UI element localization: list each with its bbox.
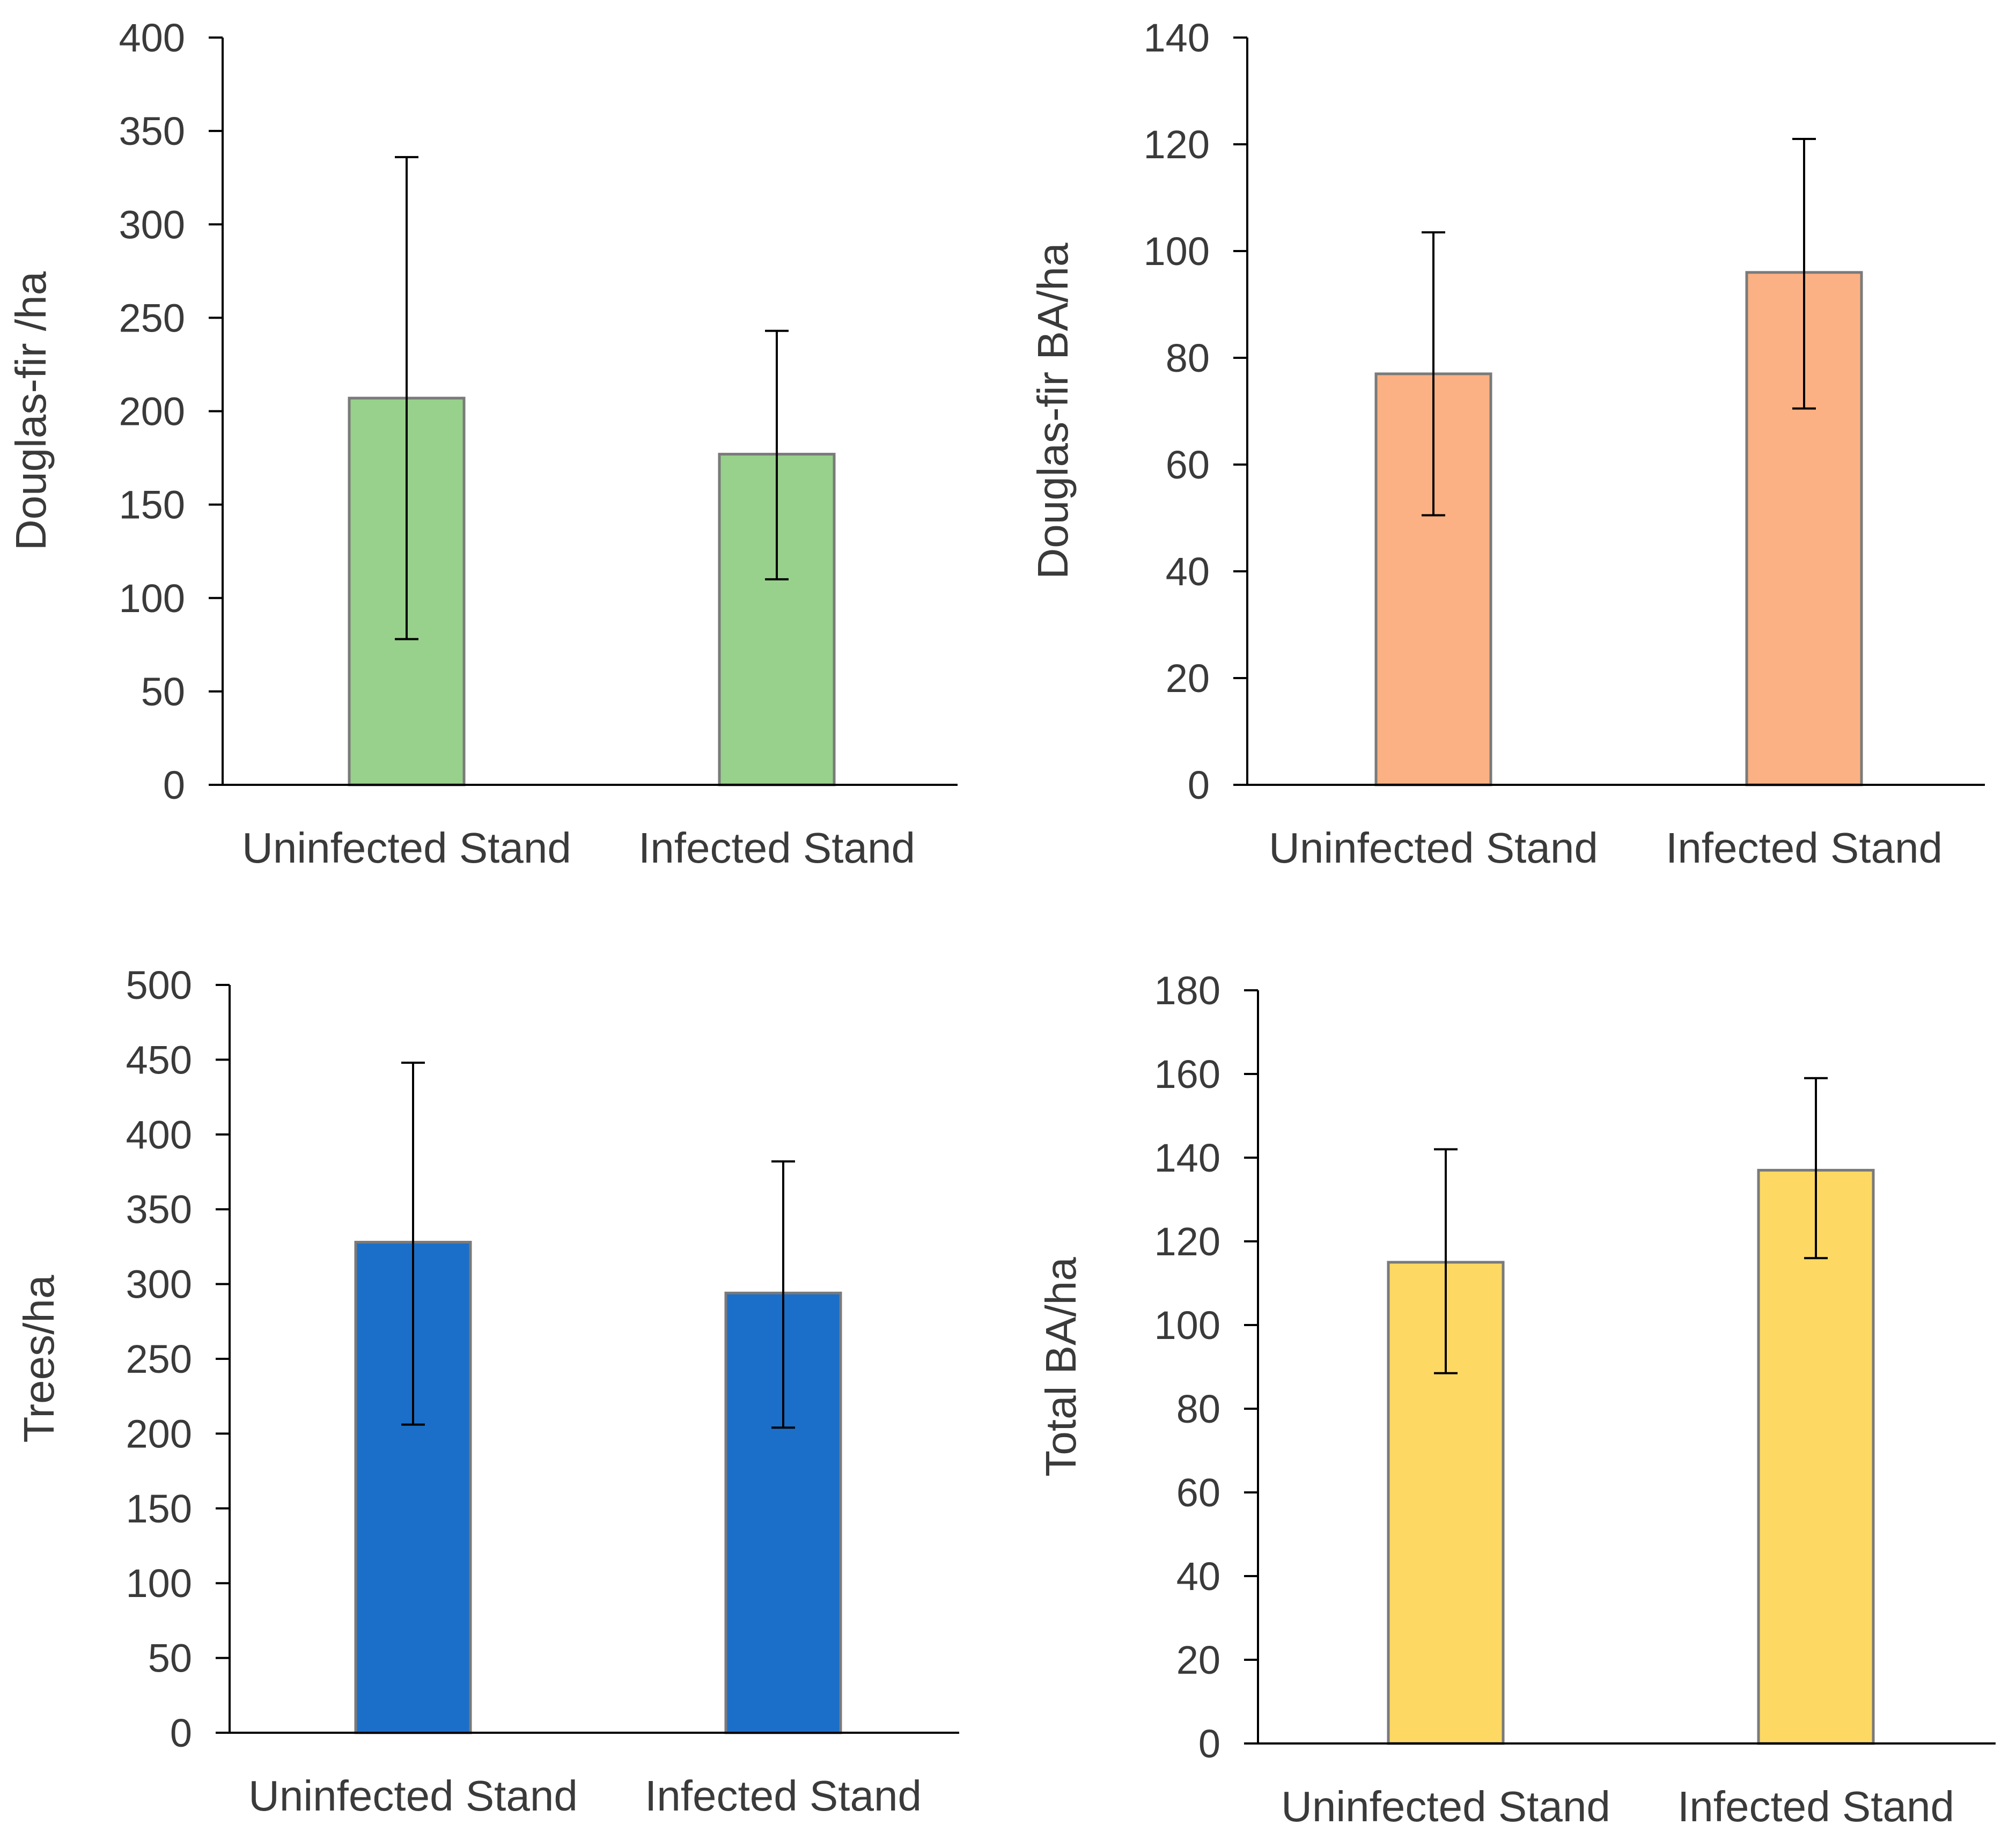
y-tick-label: 0 (163, 763, 185, 807)
x-category-label: Infected Stand (645, 1772, 922, 1820)
y-tick-label: 0 (1198, 1721, 1220, 1766)
y-tick-label: 350 (126, 1187, 192, 1232)
y-tick-label: 350 (119, 109, 185, 153)
chart-panel-douglas-fir-basal-area: 0 20 40 60 80 100 120 140 Uninfected Stand Infect… (1029, 16, 1985, 872)
chart-panel-tree-density: 0 50 100 150 200 250 300 350 400 450 500 Uninfected… (15, 963, 959, 1820)
y-tick-label: 50 (141, 669, 185, 714)
y-tick-label: 100 (126, 1561, 192, 1606)
y-tick-label: 80 (1176, 1387, 1220, 1431)
y-tick-label: 60 (1166, 443, 1210, 487)
x-category-label: Uninfected Stand (242, 824, 571, 872)
y-tick-label: 120 (1144, 122, 1210, 167)
y-tick-label: 140 (1154, 1136, 1220, 1180)
y-tick-label: 500 (126, 963, 192, 1007)
bar-infected (1757, 1168, 1875, 1745)
chart-panel-total-basal-area: 0 20 40 60 80 100 120 140 160 180 Uninfected Stand… (1037, 968, 1996, 1830)
y-axis-title: Douglas-fir BA/ha (1029, 242, 1077, 579)
y-tick-label: 80 (1166, 336, 1210, 380)
y-tick-label: 50 (148, 1636, 192, 1681)
y-tick-label: 160 (1154, 1052, 1220, 1097)
y-tick-label: 40 (1176, 1554, 1220, 1599)
y-tick-label: 250 (126, 1337, 192, 1381)
y-tick-label: 400 (119, 16, 185, 60)
x-category-label: Infected Stand (1677, 1783, 1954, 1830)
y-axis-title: Total BA/ha (1037, 1257, 1085, 1477)
y-tick-label: 40 (1166, 549, 1210, 594)
x-category-label: Infected Stand (1666, 824, 1943, 872)
chart-panel-douglas-fir-density: 0 50 100 150 200 250 300 350 400 Uninfected Stand… (7, 16, 958, 872)
y-tick-label: 140 (1144, 16, 1210, 60)
x-category-label: Uninfected Stand (248, 1772, 578, 1820)
y-tick-label: 150 (119, 483, 185, 527)
y-tick-label: 100 (1144, 229, 1210, 274)
y-tick-label: 200 (119, 389, 185, 434)
y-tick-label: 150 (126, 1487, 192, 1531)
y-tick-label: 100 (119, 576, 185, 621)
y-tick-label: 100 (1154, 1303, 1220, 1348)
y-tick-label: 450 (126, 1037, 192, 1082)
y-tick-label: 60 (1176, 1470, 1220, 1515)
y-axis-title: Douglas-fir /ha (7, 271, 55, 550)
y-tick-label: 0 (1188, 763, 1210, 807)
y-tick-label: 0 (170, 1711, 192, 1755)
x-category-label: Uninfected Stand (1281, 1783, 1610, 1830)
y-tick-label: 300 (119, 202, 185, 247)
y-tick-label: 20 (1166, 656, 1210, 701)
x-category-label: Infected Stand (638, 824, 915, 872)
y-tick-label: 180 (1154, 968, 1220, 1013)
y-tick-label: 250 (119, 296, 185, 340)
y-tick-label: 200 (126, 1411, 192, 1456)
y-tick-label: 300 (126, 1262, 192, 1307)
y-tick-label: 20 (1176, 1638, 1220, 1682)
y-tick-label: 120 (1154, 1219, 1220, 1264)
y-tick-label: 400 (126, 1113, 192, 1157)
x-category-label: Uninfected Stand (1269, 824, 1598, 872)
y-axis-title: Trees/ha (15, 1275, 63, 1443)
